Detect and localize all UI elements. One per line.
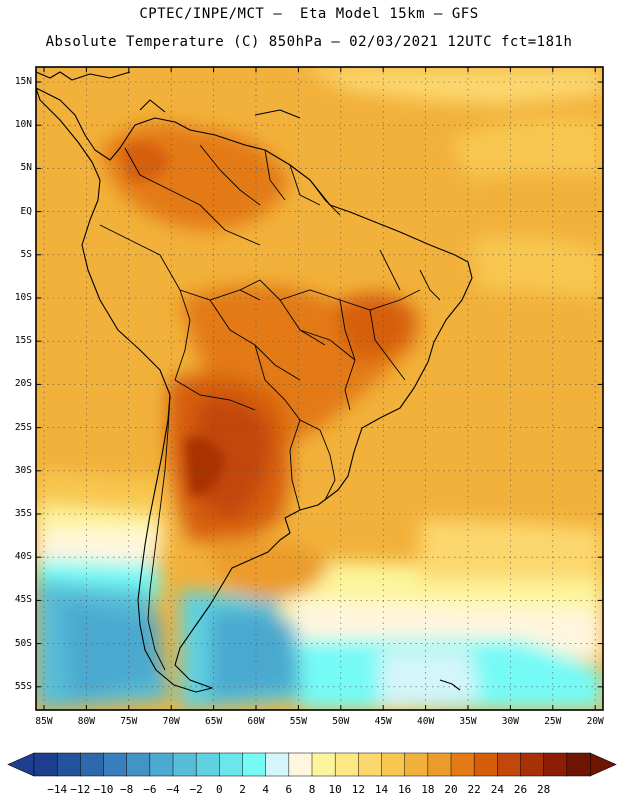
lat-label: 15S bbox=[14, 335, 32, 347]
colorbar-label: 6 bbox=[285, 783, 293, 796]
country-borders bbox=[99, 144, 441, 671]
map-frame bbox=[35, 66, 604, 711]
colorbar-label: 28 bbox=[537, 783, 551, 796]
lon-label: 65W bbox=[205, 716, 223, 727]
colorbar-label: 2 bbox=[239, 783, 246, 796]
colorbar-label: 0 bbox=[216, 783, 223, 796]
colorbar-swatch bbox=[520, 752, 545, 777]
colorbar-label: 14 bbox=[374, 783, 389, 796]
lon-label: 60W bbox=[247, 716, 265, 727]
lat-label: 35S bbox=[14, 508, 32, 519]
lat-label: 45S bbox=[14, 594, 32, 606]
lon-label: 50W bbox=[332, 716, 350, 727]
lon-label: 25W bbox=[544, 716, 562, 727]
colorbar-swatch bbox=[543, 752, 568, 777]
colorbar-swatch bbox=[103, 752, 128, 777]
colorbar-swatch bbox=[195, 752, 221, 777]
colorbar-label: −6 bbox=[143, 783, 157, 796]
lat-label: 55S bbox=[14, 680, 32, 692]
lat-label: 10S bbox=[14, 292, 32, 303]
lat-label: 20S bbox=[14, 378, 32, 390]
colorbar-swatch bbox=[126, 752, 151, 777]
colorbar-swatch bbox=[566, 752, 591, 777]
colorbar-arrow-right bbox=[589, 752, 617, 777]
colorbar-swatch bbox=[149, 752, 174, 777]
lat-label: 5N bbox=[20, 162, 32, 174]
chart-title: CPTEC/INPE/MCT – Eta Model 15km – GFS bbox=[139, 6, 479, 22]
colorbar-label: −12 bbox=[70, 783, 91, 796]
colorbar-swatch bbox=[311, 752, 336, 777]
colorbar-label: −8 bbox=[120, 783, 134, 796]
colorbar-label: 12 bbox=[351, 783, 365, 796]
lon-label: 20W bbox=[586, 716, 604, 727]
lon-label: 30W bbox=[501, 716, 519, 727]
lat-label: 5S bbox=[20, 248, 32, 260]
colorbar-swatch bbox=[427, 752, 452, 777]
lat-label: 30S bbox=[14, 464, 32, 476]
colorbar-swatch bbox=[334, 752, 360, 777]
colorbar-swatch bbox=[80, 752, 105, 777]
colorbar-label: 4 bbox=[262, 783, 269, 796]
lat-label: 15N bbox=[14, 76, 32, 87]
colorbar-label: −4 bbox=[166, 783, 180, 796]
colorbar-swatch bbox=[381, 752, 406, 777]
lat-label: 25S bbox=[14, 421, 32, 433]
colorbar-label: 16 bbox=[398, 783, 412, 796]
colorbar-swatch bbox=[473, 752, 499, 777]
colorbar-arrow-left bbox=[7, 752, 35, 777]
lon-label: 55W bbox=[289, 716, 307, 727]
colorbar-swatch bbox=[265, 752, 290, 777]
colorbar-label: 24 bbox=[490, 783, 504, 796]
lon-label: 85W bbox=[35, 716, 53, 727]
colorbar-label: 26 bbox=[513, 783, 528, 796]
lon-label: 70W bbox=[162, 716, 180, 727]
colorbar-swatch bbox=[219, 752, 244, 777]
colorbar-label: 8 bbox=[308, 783, 316, 796]
colorbar-swatch bbox=[450, 752, 475, 777]
lon-label: 80W bbox=[77, 716, 95, 727]
lon-label: 75W bbox=[120, 716, 138, 727]
lat-label: 10N bbox=[14, 119, 32, 131]
colorbar-swatch bbox=[242, 752, 267, 777]
colorbar-label: −10 bbox=[93, 783, 114, 796]
colorbar-swatch bbox=[404, 752, 429, 777]
colorbar-swatch bbox=[358, 752, 383, 777]
colorbar-label: 22 bbox=[467, 783, 481, 796]
colorbar-label: 10 bbox=[328, 783, 342, 796]
lon-label: 40W bbox=[417, 716, 435, 727]
colorbar-swatch bbox=[288, 752, 313, 777]
lat-label: 50S bbox=[14, 637, 32, 649]
colorbar-label: 20 bbox=[444, 783, 458, 796]
colorbar-swatch bbox=[497, 752, 522, 777]
colorbar bbox=[7, 752, 617, 777]
colorbar-label: −2 bbox=[189, 783, 203, 796]
chart-subtitle: Absolute Temperature (C) 850hPa – 02/03/… bbox=[45, 34, 573, 50]
colorbar-swatch bbox=[172, 752, 197, 777]
temperature-field bbox=[36, 67, 603, 710]
coastlines bbox=[36, 71, 473, 693]
lat-label: EQ bbox=[20, 205, 32, 217]
colorbar-swatch bbox=[56, 752, 82, 777]
lon-label: 45W bbox=[374, 716, 392, 727]
colorbar-label: −14 bbox=[47, 783, 68, 796]
colorbar-label: 18 bbox=[421, 783, 435, 796]
colorbar-swatch bbox=[33, 752, 58, 777]
axis-ticks bbox=[36, 67, 603, 710]
lon-label: 35W bbox=[459, 716, 477, 727]
lat-label: 40S bbox=[14, 551, 32, 563]
